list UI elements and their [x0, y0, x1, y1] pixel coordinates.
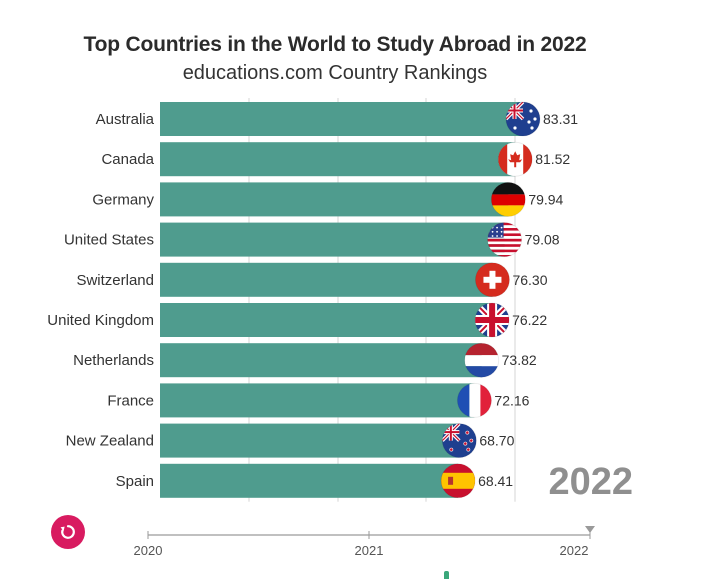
- bar: [160, 303, 493, 337]
- category-label: Switzerland: [76, 272, 154, 289]
- bar: [160, 102, 523, 136]
- timeline-tick-label: 2021: [355, 543, 384, 558]
- category-label: New Zealand: [66, 433, 154, 450]
- bar: [160, 383, 475, 418]
- category-label: Germany: [92, 191, 154, 208]
- value-label: 68.41: [478, 473, 513, 489]
- value-label: 72.16: [494, 392, 529, 408]
- timeline-tick-label: 2020: [134, 543, 163, 558]
- germany-flag: [490, 181, 526, 217]
- switzerland-flag: [474, 262, 510, 298]
- value-label: 79.08: [525, 232, 560, 248]
- usa-flag: [487, 222, 523, 258]
- bar-row: France 72.16: [107, 382, 530, 418]
- bar-row: Switzerland 76.30: [76, 262, 548, 298]
- new-zealand-flag: [441, 423, 477, 459]
- value-label: 73.82: [502, 352, 537, 368]
- canada-flag: [497, 141, 533, 177]
- bar: [160, 262, 493, 297]
- category-label: Canada: [101, 151, 154, 168]
- bar: [160, 182, 509, 217]
- category-label: United States: [64, 232, 154, 249]
- australia-flag: [505, 101, 541, 137]
- current-year-label: 2022: [548, 461, 633, 503]
- chart-subtitle: educations.com Country Rankings: [182, 62, 488, 84]
- value-label: 76.22: [512, 312, 547, 328]
- bar-row: New Zealand 68.70: [66, 423, 515, 459]
- replay-icon: [60, 525, 75, 539]
- bar-row: United Kingdom 76.22: [47, 302, 547, 338]
- spain-flag: [440, 463, 476, 499]
- category-label: Australia: [96, 111, 155, 128]
- france-flag: [456, 382, 492, 418]
- timeline: 2020 2021 2022: [134, 526, 595, 558]
- value-label: 83.31: [543, 111, 578, 127]
- category-label: Spain: [116, 473, 154, 490]
- bar-row: Australia 83.31: [96, 101, 578, 137]
- bar-row: Germany 79.94: [92, 181, 564, 217]
- bar-row: Canada 81.52: [101, 141, 570, 177]
- category-label: France: [107, 392, 154, 409]
- value-label: 76.30: [512, 272, 547, 288]
- logo-fragment: [444, 571, 449, 579]
- bar: [160, 343, 482, 378]
- bar-row: Spain 68.41: [116, 463, 513, 499]
- chart-title: Top Countries in the World to Study Abro…: [83, 33, 587, 56]
- timeline-tick-label: 2022: [560, 543, 589, 558]
- category-label: Netherlands: [73, 352, 154, 369]
- value-label: 79.94: [528, 191, 563, 207]
- value-label: 68.70: [479, 433, 514, 449]
- bar-row: United States 79.08: [64, 222, 560, 258]
- uk-flag: [474, 302, 510, 338]
- category-label: United Kingdom: [47, 312, 154, 329]
- value-label: 81.52: [535, 151, 570, 167]
- timeline-playhead[interactable]: [585, 526, 595, 533]
- bar: [160, 423, 460, 458]
- bar-row: Netherlands 73.82: [73, 342, 537, 378]
- bar: [160, 142, 516, 177]
- netherlands-flag: [464, 342, 500, 378]
- bar: [160, 463, 459, 498]
- bar: [160, 222, 505, 257]
- replay-button[interactable]: [51, 515, 85, 549]
- bars-group: Australia 83.31 Canada 81.52 Germany 79.94 Uni…: [47, 101, 578, 499]
